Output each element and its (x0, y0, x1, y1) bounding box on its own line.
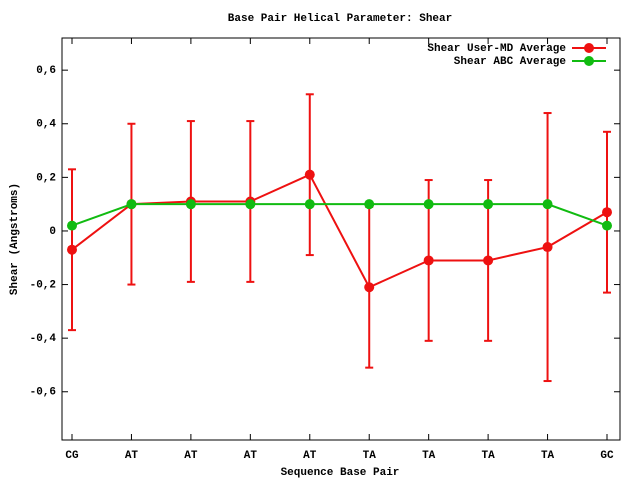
legend-marker (584, 43, 594, 53)
point (602, 207, 612, 218)
x-tick-label: TA (422, 450, 436, 462)
x-tick-label: AT (184, 450, 198, 462)
point (126, 199, 137, 210)
x-tick-label: AT (125, 450, 139, 462)
x-tick-label: CG (65, 450, 79, 462)
y-tick-label: -0,2 (30, 279, 56, 291)
legend-label: Shear ABC Average (454, 56, 567, 68)
y-tick-label: 0,6 (36, 65, 56, 77)
legend-marker (584, 56, 594, 66)
point (542, 242, 553, 253)
series-line (71, 173, 608, 289)
point (245, 199, 256, 210)
x-axis-label: Sequence Base Pair (281, 467, 400, 479)
point (67, 220, 77, 231)
point (483, 255, 494, 266)
y-tick-label: -0,6 (30, 387, 56, 399)
point (542, 199, 553, 210)
y-tick-label: 0,4 (36, 119, 56, 131)
point (423, 255, 434, 266)
x-tick-label: TA (482, 450, 496, 462)
x-tick-label: TA (541, 450, 555, 462)
y-tick-label: -0,4 (30, 333, 57, 345)
x-tick-label: AT (244, 450, 258, 462)
x-tick-label: TA (363, 450, 377, 462)
point (304, 199, 315, 210)
y-tick-label: 0,2 (36, 172, 56, 184)
x-tick-label: AT (303, 450, 317, 462)
point (304, 169, 315, 180)
point (67, 244, 77, 255)
legend-label: Shear User-MD Average (427, 43, 566, 55)
y-tick-label: 0 (49, 226, 56, 238)
chart-title: Base Pair Helical Parameter: Shear (228, 13, 452, 25)
point (364, 199, 375, 210)
y-axis-label: Shear (Angstroms) (9, 183, 21, 295)
series-line (71, 203, 608, 227)
point (364, 282, 375, 293)
point (423, 199, 434, 210)
point (602, 220, 612, 231)
point (483, 199, 494, 210)
x-tick-label: GC (600, 450, 614, 462)
point (185, 199, 196, 210)
plot-frame (61, 37, 621, 441)
